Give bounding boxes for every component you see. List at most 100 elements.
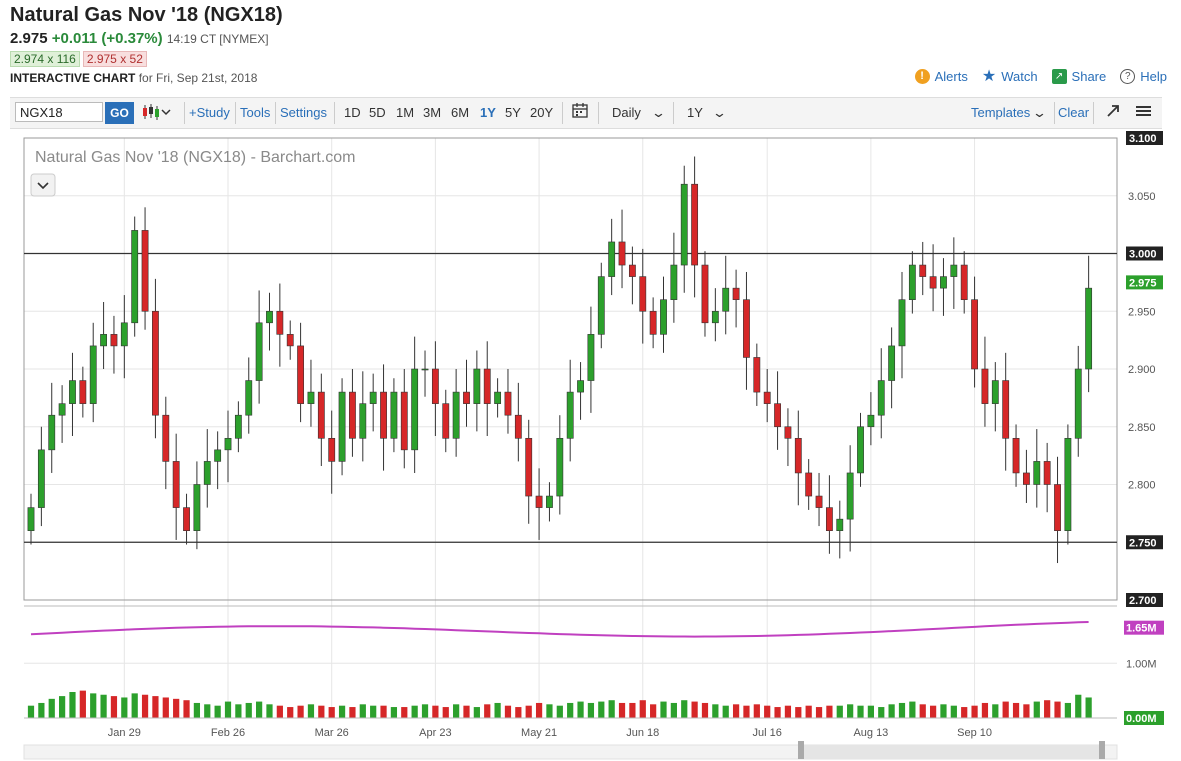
candlestick-series (27, 156, 1093, 564)
symbol-input[interactable] (15, 102, 103, 122)
toolbar-divider (275, 102, 276, 124)
range-1m[interactable]: 1M (396, 105, 415, 120)
help-link[interactable]: ? Help (1120, 69, 1167, 84)
volume-bar (888, 704, 895, 718)
share-link[interactable]: ↗ Share (1051, 69, 1106, 84)
volume-bar (784, 705, 792, 718)
y-tick-label: 2.900 (1128, 364, 1156, 376)
y-tick-label: 2.800 (1128, 480, 1156, 492)
range-scrollbar[interactable] (23, 741, 1118, 760)
volume-bar (1002, 701, 1009, 718)
chart-type-button[interactable] (141, 103, 171, 124)
candle (162, 396, 170, 490)
candle (628, 246, 636, 305)
range-1d[interactable]: 1D (344, 105, 361, 120)
volume-bar (494, 702, 501, 718)
candle (794, 410, 802, 506)
volume-bar (214, 705, 221, 718)
candle (390, 378, 398, 453)
watch-label: Watch (1001, 69, 1038, 84)
volume-bar (152, 696, 159, 718)
candle (89, 322, 97, 423)
candle (670, 232, 678, 323)
volume-bar (878, 707, 885, 718)
volume-bar (629, 702, 636, 718)
volume-bar (359, 704, 366, 718)
horizontal-lines (24, 252, 1117, 543)
volume-bar (48, 698, 55, 718)
y-tick-label: 2.850 (1128, 422, 1156, 434)
candle (193, 461, 201, 550)
tools-button[interactable]: Tools (240, 105, 271, 120)
candle (711, 288, 719, 342)
study-button[interactable]: +Study (189, 105, 230, 120)
svg-text:2.975: 2.975 (1129, 277, 1157, 289)
quote-line: 2.975 +0.011 (+0.37%) 14:19 CT [NYMEX] (10, 30, 269, 47)
volume-bar (100, 694, 107, 718)
templates-button[interactable]: Templates ⌄ (971, 105, 1047, 121)
alert-icon: ! (914, 69, 930, 84)
candle (1012, 424, 1020, 487)
date-picker-button[interactable] (572, 102, 588, 121)
candle (400, 369, 408, 469)
scrollbar-right-handle[interactable] (1099, 741, 1105, 759)
volume-bar (58, 696, 66, 718)
range-5y[interactable]: 5Y (505, 105, 521, 120)
candle (359, 371, 367, 462)
clear-button[interactable]: Clear (1058, 105, 1090, 120)
volume-bar (183, 700, 190, 718)
volume-min-label: 0.00M (1124, 711, 1164, 725)
candle (660, 276, 667, 353)
volume-bar (173, 698, 180, 718)
volume-bar (442, 707, 449, 718)
volume-bar (380, 705, 387, 718)
candle (131, 216, 139, 337)
candle (1074, 345, 1082, 457)
candle (37, 426, 45, 527)
candle (473, 350, 481, 432)
volume-bar (598, 701, 605, 718)
volume-bar (1064, 702, 1072, 718)
range-6m[interactable]: 6M (451, 105, 470, 120)
toolbar-divider (598, 102, 599, 124)
volume-bar (525, 705, 532, 718)
watch-link[interactable]: ★ Watch (982, 69, 1038, 85)
candle (971, 276, 978, 388)
menu-button[interactable] (1136, 104, 1152, 121)
interval-select[interactable]: Daily ⌄ (612, 105, 666, 121)
volume-bar (732, 704, 740, 718)
expand-arrow-icon (1107, 105, 1119, 117)
candle (888, 327, 896, 409)
svg-text:2.750: 2.750 (1129, 537, 1157, 549)
scrollbar-left-handle[interactable] (798, 741, 804, 759)
period-select[interactable]: 1Y ⌄ (687, 105, 727, 121)
range-20y[interactable]: 20Y (530, 105, 554, 120)
volume-bar (484, 704, 491, 718)
expand-button[interactable] (1106, 104, 1120, 121)
range-5d[interactable]: 5D (369, 105, 386, 120)
candle (981, 336, 989, 427)
candle (991, 362, 999, 432)
volume-bar (390, 707, 398, 718)
volume-bar (898, 702, 906, 718)
candle (867, 392, 875, 446)
x-tick-label: Jul 16 (753, 727, 782, 739)
volume-bar (950, 705, 957, 718)
candle (494, 378, 502, 418)
volume-bar (90, 693, 97, 718)
collapse-button[interactable] (30, 173, 56, 197)
svg-text:3.000: 3.000 (1129, 249, 1157, 261)
candle (349, 369, 356, 457)
toolbar-divider (1054, 102, 1055, 124)
range-3m[interactable]: 3M (423, 105, 442, 120)
settings-button[interactable]: Settings (280, 105, 327, 120)
candle (774, 371, 781, 450)
volume-bar (535, 702, 543, 718)
alerts-link[interactable]: ! Alerts (914, 69, 968, 84)
x-tick-label: Mar 26 (315, 727, 349, 739)
range-1y[interactable]: 1Y (480, 105, 496, 120)
go-button[interactable]: GO (105, 102, 134, 124)
volume-bar (287, 707, 294, 718)
chevron-down-icon: ⌄ (650, 105, 666, 120)
